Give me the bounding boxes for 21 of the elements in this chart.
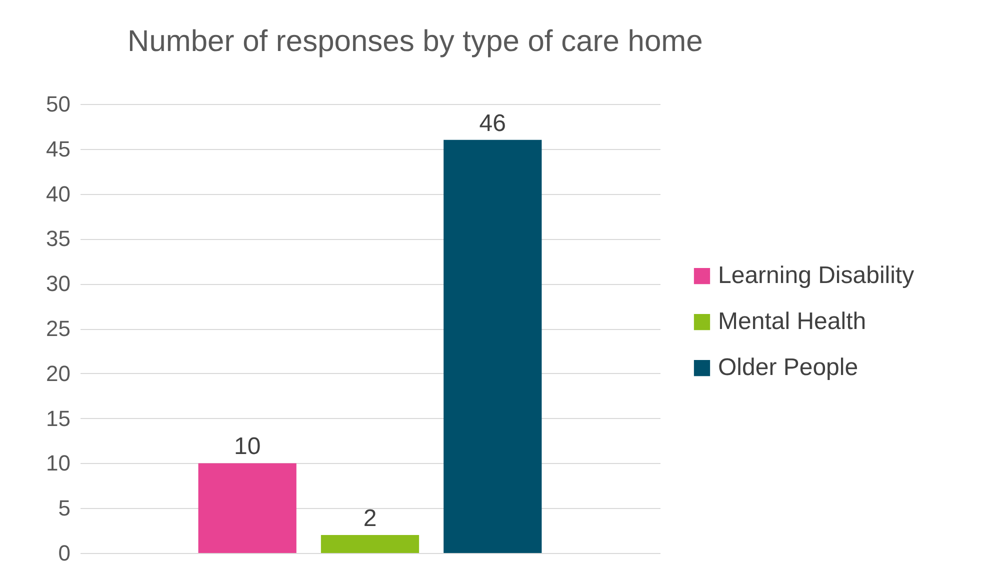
chart-title: Number of responses by type of care home [128, 25, 703, 58]
y-tick-label: 30 [46, 271, 70, 296]
y-tick-label: 25 [46, 316, 70, 341]
legend-label: Learning Disability [718, 262, 914, 289]
data-label: 2 [363, 505, 377, 532]
legend-label: Mental Health [718, 308, 866, 335]
data-label: 10 [234, 433, 261, 460]
y-tick-label: 20 [46, 360, 70, 386]
legend-label: Older People [718, 354, 858, 381]
y-tick-label: 15 [46, 406, 70, 431]
bar [320, 535, 420, 553]
y-tick-label: 40 [46, 181, 70, 206]
y-tick-label: 35 [46, 226, 70, 252]
y-tick-label: 5 [58, 496, 70, 521]
y-tick-label: 50 [46, 92, 70, 116]
bar [444, 140, 542, 553]
data-label: 46 [479, 110, 506, 137]
y-tick-label: 10 [46, 450, 70, 476]
y-tick-label: 45 [46, 136, 70, 162]
bar [198, 463, 296, 553]
y-tick-label: 0 [58, 540, 70, 566]
